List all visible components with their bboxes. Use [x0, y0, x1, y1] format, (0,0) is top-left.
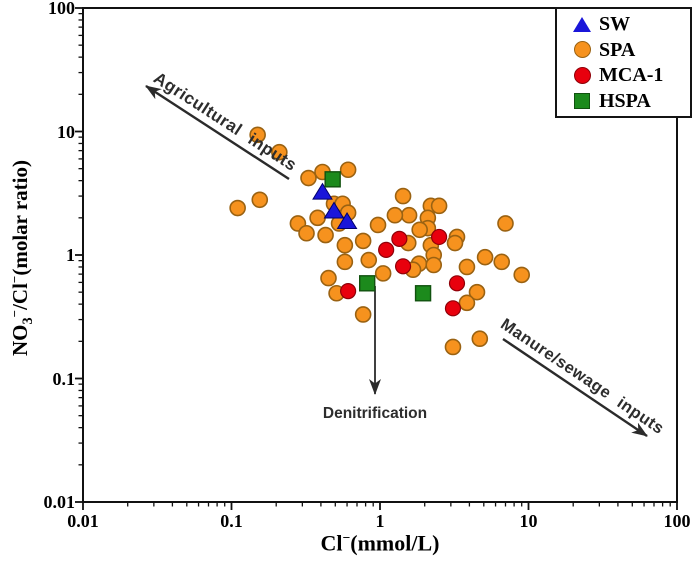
y-tick-label: 1	[66, 245, 75, 265]
x-tick-label: 0.01	[67, 511, 99, 531]
data-point-spa	[425, 256, 443, 274]
data-point-mca-1	[340, 283, 357, 300]
legend: SW SPA MCA-1 HSPA	[555, 7, 692, 118]
y-axis-title: NO3−/Cl−(molar ratio)	[6, 160, 37, 356]
data-point-mca-1	[391, 230, 408, 248]
data-point-spa	[336, 253, 354, 271]
axis-ticks	[75, 7, 678, 510]
spa-circle-icon	[573, 41, 591, 59]
legend-label-hspa: HSPA	[599, 89, 651, 112]
legend-label-sw: SW	[599, 13, 631, 35]
x-tick-label: 10	[519, 511, 538, 531]
data-point-spa	[339, 161, 357, 179]
x-tick-label: 100	[663, 511, 691, 531]
data-points	[229, 126, 531, 356]
data-point-spa	[458, 294, 476, 312]
data-point-sw	[323, 201, 345, 219]
legend-item-sw: SW	[565, 14, 682, 34]
data-point-mca-1	[448, 275, 466, 292]
data-point-spa	[476, 248, 494, 266]
y-tick-label: 10	[57, 121, 75, 142]
data-point-spa	[411, 221, 428, 239]
legend-item-hspa: HSPA	[565, 91, 682, 111]
data-point-spa	[374, 265, 392, 282]
data-point-mca-1	[430, 228, 448, 246]
data-point-spa	[468, 283, 486, 301]
x-tick-label: 0.1	[220, 511, 243, 531]
sw-triangle-icon	[573, 16, 591, 32]
data-point-spa	[320, 269, 337, 287]
legend-item-spa: SPA	[565, 40, 682, 60]
data-point-spa	[444, 338, 462, 356]
legend-item-mca-1: MCA-1	[565, 65, 682, 85]
data-point-spa	[360, 251, 378, 269]
data-point-hspa	[359, 275, 376, 292]
data-point-spa	[354, 232, 372, 250]
annotation-arrows	[145, 84, 648, 437]
data-point-spa	[251, 191, 269, 209]
data-point-spa	[309, 209, 326, 227]
data-point-spa	[394, 187, 412, 205]
agricultural-arrow	[145, 84, 290, 181]
data-point-hspa	[324, 171, 341, 188]
y-tick-label: 0.01	[43, 492, 76, 512]
data-point-mca-1	[394, 258, 412, 275]
data-point-spa	[369, 216, 387, 234]
hspa-square-icon	[574, 92, 590, 109]
data-point-spa	[497, 215, 514, 232]
data-point-spa	[229, 199, 246, 217]
data-point-spa	[513, 266, 531, 284]
legend-label-mca-1: MCA-1	[599, 64, 664, 87]
data-point-mca-1	[444, 300, 462, 317]
data-point-sw	[336, 212, 358, 230]
denitrification-label: Denitrification	[322, 405, 428, 422]
data-point-spa	[471, 330, 489, 348]
mca-1-circle-icon	[573, 66, 591, 84]
data-point-spa	[400, 206, 418, 224]
legend-label-spa: SPA	[599, 38, 636, 61]
manure-sewage-arrow	[502, 338, 648, 437]
data-point-spa	[317, 226, 334, 244]
data-point-sw	[312, 182, 333, 200]
data-point-spa	[249, 126, 266, 144]
x-tick-label: 1	[375, 511, 385, 531]
data-point-mca-1	[378, 241, 395, 258]
data-point-spa	[300, 169, 317, 187]
data-point-spa	[446, 234, 464, 252]
data-point-spa	[430, 197, 448, 215]
data-point-hspa	[414, 285, 432, 302]
data-point-spa	[458, 258, 476, 276]
data-point-spa	[271, 143, 288, 161]
data-point-spa	[354, 306, 372, 323]
data-point-spa	[336, 236, 354, 254]
y-tick-label: 0.1	[52, 368, 76, 389]
y-tick-label: 100	[48, 0, 75, 18]
data-point-spa	[493, 253, 511, 271]
data-point-spa	[386, 206, 404, 224]
x-axis-title: Cl−(mmol/L)	[320, 530, 440, 556]
data-point-spa	[298, 224, 315, 242]
